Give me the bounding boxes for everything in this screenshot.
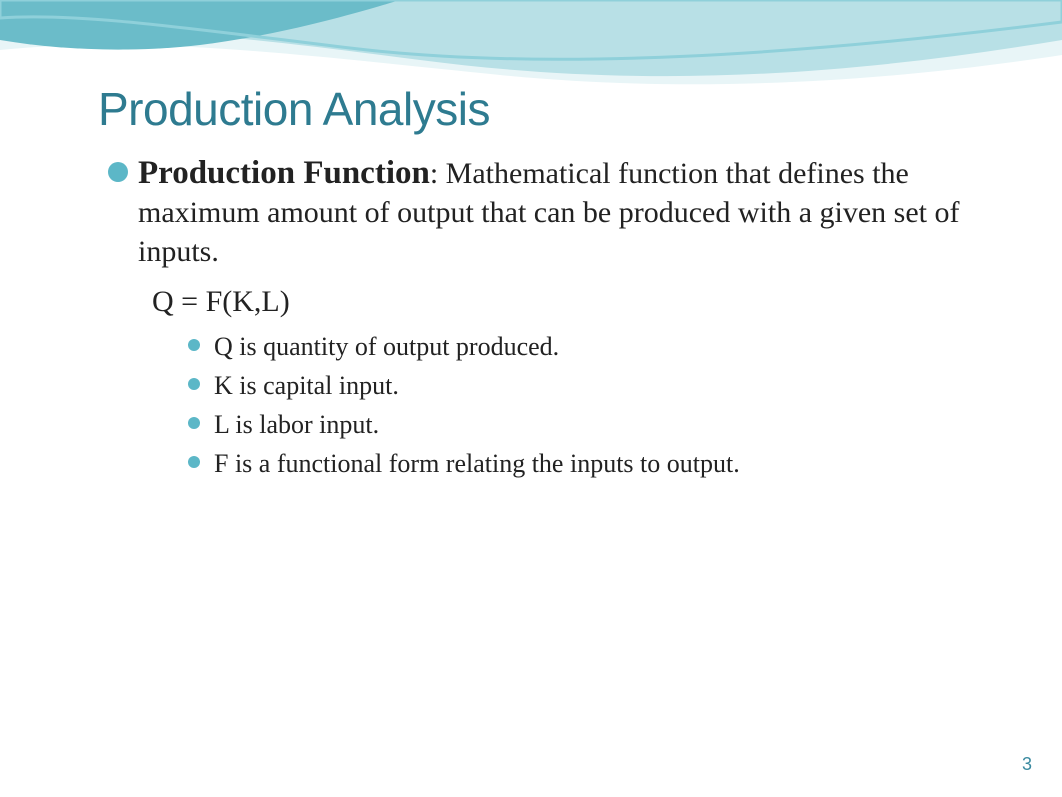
slide-content: Production Analysis Production Function:… [0, 0, 1062, 481]
term-label: Production Function [138, 155, 430, 191]
bullet-small-icon [188, 417, 200, 429]
bullet-small-icon [188, 378, 200, 390]
sub-text: K is capital input. [214, 368, 399, 403]
main-bullet-row: Production Function: Mathematical functi… [98, 152, 1002, 271]
sub-text: F is a functional form relating the inpu… [214, 446, 740, 481]
sub-item: K is capital input. [188, 368, 1002, 403]
sub-text: L is labor input. [214, 407, 379, 442]
page-number: 3 [1022, 754, 1032, 775]
sub-item: Q is quantity of output produced. [188, 329, 1002, 364]
formula-line: Q = F(K,L) [98, 285, 1002, 319]
main-definition: Production Function: Mathematical functi… [138, 152, 1002, 271]
sub-item: F is a functional form relating the inpu… [188, 446, 1002, 481]
sub-bullet-list: Q is quantity of output produced. K is c… [98, 329, 1002, 481]
sub-text: Q is quantity of output produced. [214, 329, 559, 364]
bullet-large-icon [108, 162, 128, 182]
bullet-small-icon [188, 339, 200, 351]
sub-item: L is labor input. [188, 407, 1002, 442]
slide-title: Production Analysis [98, 82, 1002, 136]
bullet-small-icon [188, 456, 200, 468]
